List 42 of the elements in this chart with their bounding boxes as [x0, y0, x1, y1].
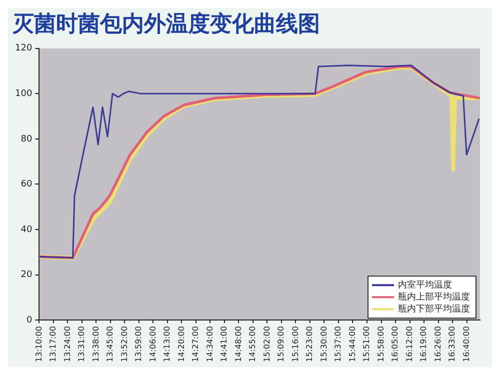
- y-tick-label: 40: [20, 224, 32, 235]
- x-tick-label: 15:37:00: [334, 326, 343, 362]
- x-tick-label: 15:02:00: [262, 326, 272, 362]
- x-tick-label: 16:19:00: [419, 326, 428, 362]
- x-tick-label: 13:17:00: [48, 326, 58, 362]
- x-tick-label: 14:27:00: [191, 326, 200, 362]
- x-tick-label: 13:31:00: [77, 326, 86, 362]
- chart-title: 灭菌时菌包内外温度变化曲线图: [12, 10, 320, 37]
- x-tick-label: 14:13:00: [162, 326, 172, 362]
- x-tick-label: 14:41:00: [220, 326, 229, 362]
- x-tick-label: 15:51:00: [362, 326, 372, 362]
- legend-label: 内室平均温度: [398, 279, 452, 290]
- y-tick-label: 20: [20, 270, 32, 280]
- x-tick-label: 13:52:00: [120, 326, 129, 362]
- y-tick-label: 0: [26, 315, 32, 326]
- x-tick-label: 14:06:00: [148, 326, 158, 362]
- x-tick-label: 15:30:00: [319, 326, 328, 362]
- x-tick-label: 13:45:00: [106, 326, 115, 362]
- x-tick-label: 15:09:00: [276, 326, 286, 362]
- x-tick-label: 16:05:00: [390, 326, 400, 362]
- x-tick-label: 16:40:00: [462, 326, 471, 362]
- x-tick-label: 16:33:00: [448, 326, 457, 362]
- y-tick-label: 80: [20, 134, 32, 144]
- x-tick-label: 16:26:00: [433, 326, 442, 362]
- y-tick-label: 100: [14, 89, 32, 100]
- legend-label: 瓶内上部平均温度: [398, 291, 470, 302]
- legend-label: 瓶内下部平均温度: [398, 303, 470, 314]
- x-tick-label: 16:12:00: [404, 326, 414, 362]
- x-tick-label: 15:23:00: [305, 326, 314, 362]
- x-tick-label: 14:48:00: [234, 326, 243, 362]
- x-tick-label: 13:59:00: [134, 326, 144, 362]
- x-tick-label: 15:44:00: [348, 326, 357, 362]
- x-tick-label: 14:55:00: [248, 326, 258, 362]
- x-tick-label: 14:20:00: [176, 326, 186, 362]
- y-tick-label: 60: [20, 180, 32, 190]
- x-tick-label: 13:38:00: [91, 326, 100, 362]
- y-tick-label: 120: [14, 44, 32, 54]
- x-tick-label: 15:58:00: [376, 326, 386, 362]
- x-tick-label: 13:24:00: [62, 326, 72, 362]
- x-tick-label: 13:10:00: [34, 326, 44, 362]
- x-tick-label: 14:34:00: [205, 326, 214, 362]
- x-tick-label: 15:16:00: [290, 326, 300, 362]
